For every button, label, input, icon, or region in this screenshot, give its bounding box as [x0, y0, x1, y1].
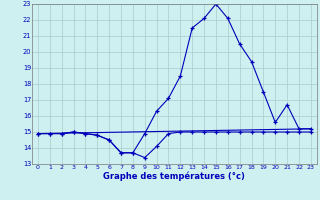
X-axis label: Graphe des températures (°c): Graphe des températures (°c): [103, 171, 245, 181]
